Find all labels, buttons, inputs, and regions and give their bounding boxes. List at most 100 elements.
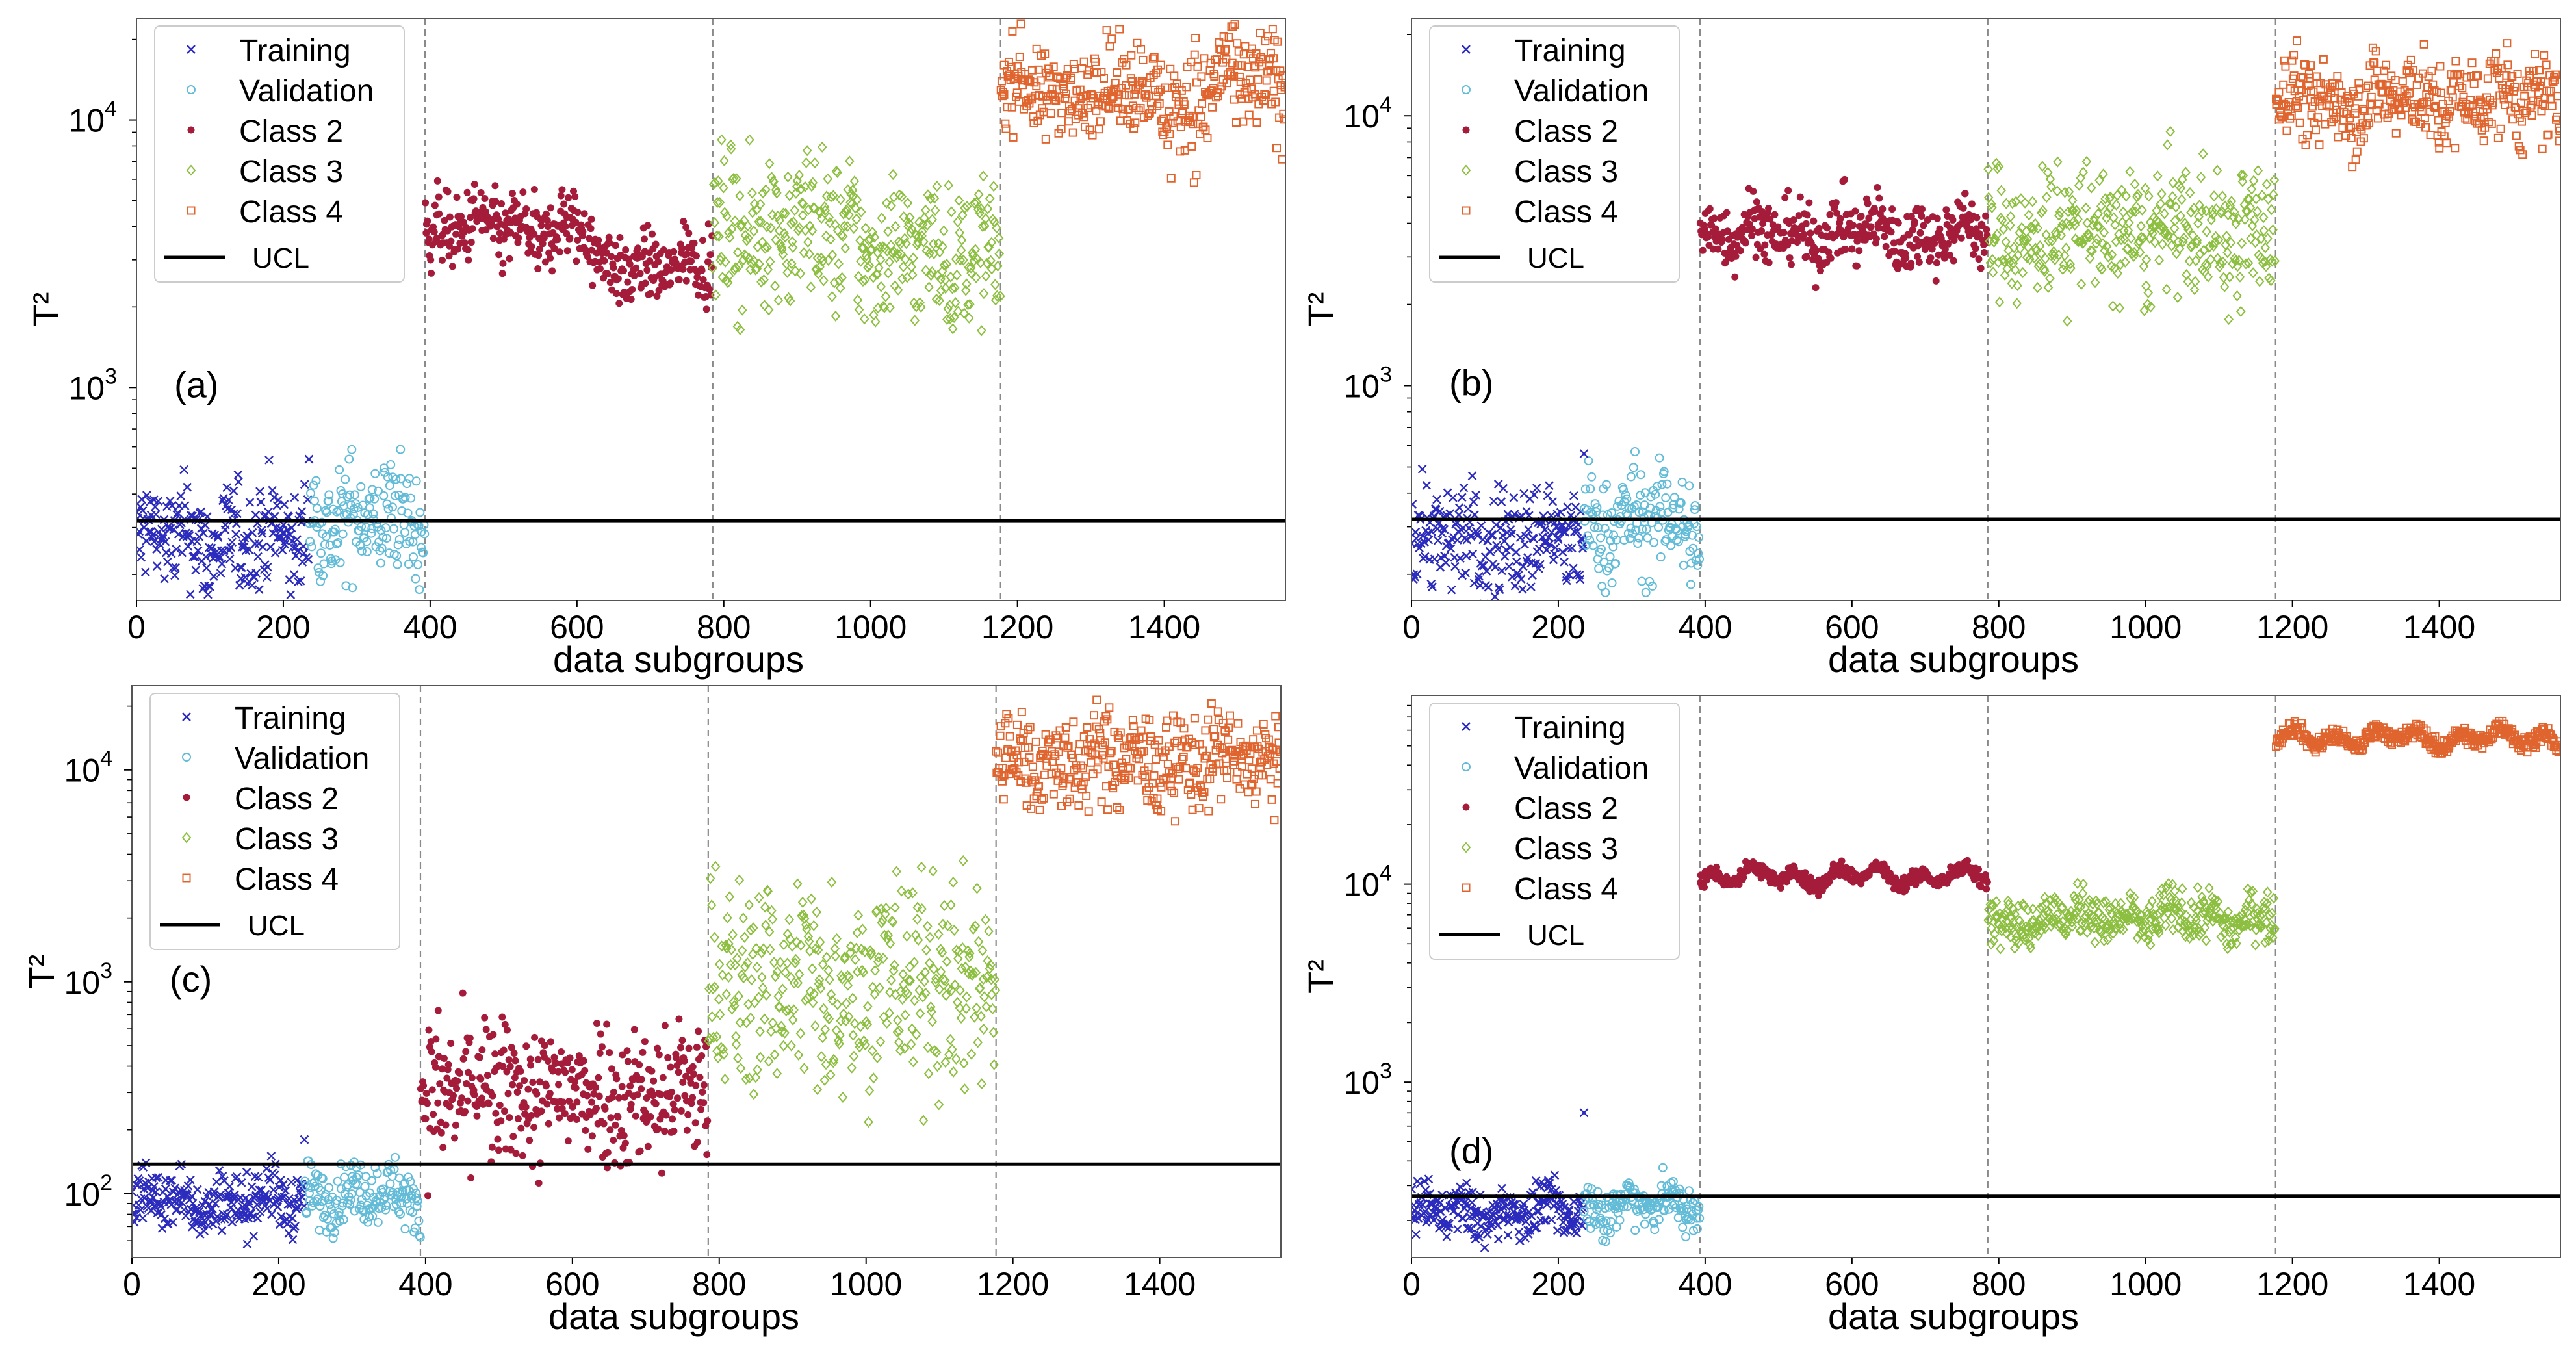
y-tick-base: 10 <box>1343 98 1380 135</box>
data-point <box>2084 231 2094 243</box>
data-point <box>2150 237 2160 248</box>
data-point <box>1454 503 1464 512</box>
data-point <box>362 537 372 547</box>
data-point <box>2121 190 2132 202</box>
data-point <box>1204 715 1213 724</box>
data-point <box>2136 231 2146 243</box>
data-point <box>1001 124 1011 133</box>
data-point <box>132 1217 139 1227</box>
data-point <box>982 257 992 269</box>
data-point <box>1445 509 1455 519</box>
data-point <box>1126 764 1135 773</box>
data-point <box>1456 554 1465 563</box>
data-point <box>563 247 571 255</box>
data-point <box>1480 599 1489 600</box>
legend-item-ucl: UCL <box>164 242 309 274</box>
data-point <box>2084 229 2094 240</box>
data-point <box>1209 732 1218 742</box>
data-point <box>299 548 309 558</box>
data-point <box>324 1183 334 1193</box>
data-point <box>888 916 898 928</box>
data-point <box>539 240 547 248</box>
data-point <box>2100 244 2109 256</box>
data-point <box>2257 190 2267 201</box>
data-point <box>461 1108 469 1116</box>
data-point <box>315 1202 325 1211</box>
data-point <box>1153 794 1162 803</box>
data-point <box>434 1099 442 1107</box>
data-point <box>402 479 412 489</box>
data-point <box>1224 33 1233 42</box>
data-point <box>226 543 236 552</box>
data-point <box>2096 263 2107 275</box>
data-point <box>157 524 166 534</box>
data-point <box>182 873 191 883</box>
data-point <box>784 292 793 303</box>
data-point <box>1619 536 1629 545</box>
data-point <box>827 249 838 261</box>
data-point <box>829 190 838 201</box>
data-point <box>636 1147 644 1155</box>
data-point <box>263 1204 272 1213</box>
data-point <box>1504 561 1514 571</box>
data-point <box>653 292 661 300</box>
data-point <box>943 303 953 315</box>
data-point <box>430 1111 437 1118</box>
data-point <box>1441 558 1450 567</box>
data-point <box>2065 258 2075 270</box>
data-point <box>507 1146 515 1154</box>
data-point <box>1502 545 1511 555</box>
data-point <box>862 1018 872 1030</box>
data-point <box>1429 1215 1439 1225</box>
data-point <box>2243 205 2252 217</box>
data-point <box>836 970 846 982</box>
data-point <box>1556 508 1565 517</box>
data-point <box>713 1052 723 1064</box>
data-point <box>641 1109 649 1116</box>
data-point <box>2144 190 2154 202</box>
data-point <box>335 465 344 474</box>
data-point <box>2243 257 2254 269</box>
data-point <box>2043 281 2054 293</box>
legend-label: Validation <box>235 742 369 776</box>
data-point <box>807 225 818 237</box>
data-point <box>516 1082 524 1090</box>
data-point <box>802 145 812 157</box>
data-point <box>670 248 678 255</box>
data-point <box>798 209 808 221</box>
data-point <box>702 1043 710 1051</box>
data-point <box>748 922 758 934</box>
data-point <box>1563 502 1573 511</box>
data-point <box>736 1063 746 1074</box>
data-point <box>880 909 890 920</box>
data-point <box>1918 205 1926 213</box>
data-point <box>2469 107 2478 116</box>
data-point <box>1079 732 1088 741</box>
x-tick-label: 400 <box>1678 609 1732 645</box>
data-point <box>2406 55 2415 64</box>
data-point <box>153 497 163 506</box>
data-point <box>498 200 506 208</box>
data-point <box>394 534 404 544</box>
data-point <box>2073 213 2083 225</box>
data-point <box>808 177 818 188</box>
x-axis-label: data subgroups <box>1828 639 2079 680</box>
data-point <box>2213 253 2222 265</box>
data-point <box>1853 262 1861 270</box>
data-point <box>367 1176 376 1185</box>
data-point <box>1676 498 1686 508</box>
data-point <box>788 216 799 228</box>
data-point <box>2555 136 2560 146</box>
data-point <box>688 1100 695 1107</box>
data-point <box>182 712 191 721</box>
data-point <box>2505 85 2514 94</box>
data-point <box>1815 224 1823 232</box>
data-point <box>331 555 341 565</box>
data-point <box>610 1088 617 1096</box>
data-point <box>1107 34 1116 44</box>
panel-label: (b) <box>1449 362 1493 403</box>
data-point <box>1694 532 1704 542</box>
data-point <box>888 964 899 976</box>
axes-frame <box>131 685 1282 1258</box>
data-point <box>1475 571 1484 581</box>
